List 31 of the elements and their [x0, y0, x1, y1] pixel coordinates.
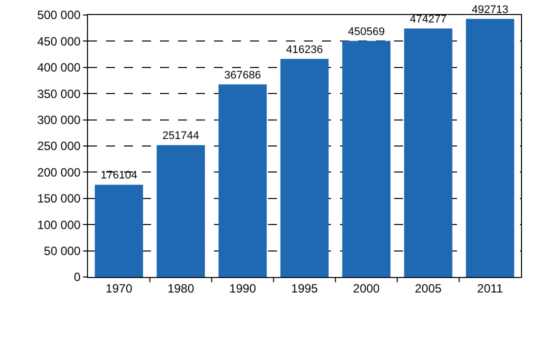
x-tick-label: 2011	[477, 281, 504, 296]
data-label: 450569	[348, 26, 385, 38]
y-tick-label: 500 000	[37, 8, 81, 22]
x-tick-label: 1970	[106, 281, 133, 296]
y-tick-label: 0	[74, 270, 81, 284]
y-tick-label: 350 000	[37, 86, 81, 101]
data-label: 416236	[286, 44, 323, 56]
x-tick-label: 2000	[353, 281, 380, 296]
bar	[466, 18, 514, 277]
bar	[280, 58, 329, 277]
data-label: 251744	[162, 130, 200, 142]
y-tick-label: 300 000	[37, 113, 81, 127]
bar	[94, 184, 144, 277]
y-tick-label: 200 000	[37, 165, 81, 180]
y-tick-label: 150 000	[37, 192, 81, 206]
y-tick-label: 250 000	[37, 139, 81, 154]
data-label: 474277	[410, 13, 447, 26]
y-tick-label: 100 000	[37, 218, 81, 232]
y-tick-label: 50 000	[44, 244, 81, 258]
bar	[218, 84, 267, 277]
data-label: 367686	[224, 69, 262, 82]
bar	[404, 28, 452, 277]
x-tick-label: 1980	[167, 281, 194, 296]
bar	[156, 145, 205, 277]
x-tick-label: 2005	[414, 281, 442, 296]
data-label: 492713	[472, 4, 508, 16]
bar	[342, 40, 390, 277]
y-tick-label: 450 000	[37, 34, 81, 48]
y-tick-label: 400 000	[37, 60, 81, 75]
x-tick-label: 1990	[229, 281, 256, 296]
x-tick-label: 1995	[291, 281, 318, 296]
